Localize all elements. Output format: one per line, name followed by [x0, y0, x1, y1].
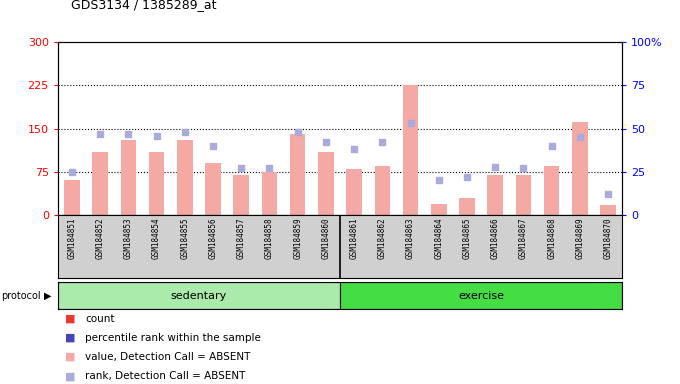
Text: GSM184867: GSM184867 [519, 217, 528, 258]
Text: rank, Detection Call = ABSENT: rank, Detection Call = ABSENT [85, 371, 245, 381]
Text: GSM184852: GSM184852 [96, 217, 105, 258]
Text: GSM184864: GSM184864 [435, 217, 443, 258]
Text: exercise: exercise [458, 291, 504, 301]
Bar [290, 134, 305, 215]
Bar [120, 140, 136, 215]
Bar [375, 166, 390, 215]
Bar [64, 180, 80, 215]
Text: sedentary: sedentary [171, 291, 227, 301]
Bar [233, 175, 249, 215]
Bar [403, 86, 418, 215]
Bar [459, 198, 475, 215]
Text: ■: ■ [65, 314, 75, 324]
Bar [544, 166, 560, 215]
Text: percentile rank within the sample: percentile rank within the sample [85, 333, 261, 343]
Text: GSM184856: GSM184856 [209, 217, 218, 258]
Text: GSM184854: GSM184854 [152, 217, 161, 258]
Bar [205, 163, 221, 215]
Text: GSM184865: GSM184865 [462, 217, 471, 258]
Bar [58, 282, 340, 309]
Bar [346, 169, 362, 215]
Text: GSM184869: GSM184869 [575, 217, 584, 258]
Text: GSM184870: GSM184870 [604, 217, 613, 258]
Text: GSM184857: GSM184857 [237, 217, 245, 258]
Text: ▶: ▶ [44, 291, 51, 301]
Bar [177, 140, 192, 215]
Text: GSM184851: GSM184851 [67, 217, 76, 258]
Text: protocol: protocol [1, 291, 41, 301]
Text: ■: ■ [65, 333, 75, 343]
Text: value, Detection Call = ABSENT: value, Detection Call = ABSENT [85, 352, 250, 362]
Bar [488, 175, 503, 215]
Text: GSM184866: GSM184866 [491, 217, 500, 258]
Text: GSM184855: GSM184855 [180, 217, 189, 258]
Bar [515, 175, 531, 215]
Bar [318, 152, 334, 215]
Bar [600, 205, 616, 215]
Text: count: count [85, 314, 114, 324]
Text: ■: ■ [65, 352, 75, 362]
Bar [262, 172, 277, 215]
Text: GSM184860: GSM184860 [322, 217, 330, 258]
Bar [572, 122, 588, 215]
Bar [149, 152, 165, 215]
Bar [340, 282, 622, 309]
Text: GSM184862: GSM184862 [378, 217, 387, 258]
Text: GSM184853: GSM184853 [124, 217, 133, 258]
Text: ■: ■ [65, 371, 75, 381]
Text: GSM184858: GSM184858 [265, 217, 274, 258]
Text: GSM184861: GSM184861 [350, 217, 358, 258]
Bar [431, 204, 447, 215]
Bar [92, 152, 108, 215]
Text: GDS3134 / 1385289_at: GDS3134 / 1385289_at [71, 0, 217, 12]
Text: GSM184859: GSM184859 [293, 217, 302, 258]
Text: GSM184868: GSM184868 [547, 217, 556, 258]
Text: GSM184863: GSM184863 [406, 217, 415, 258]
